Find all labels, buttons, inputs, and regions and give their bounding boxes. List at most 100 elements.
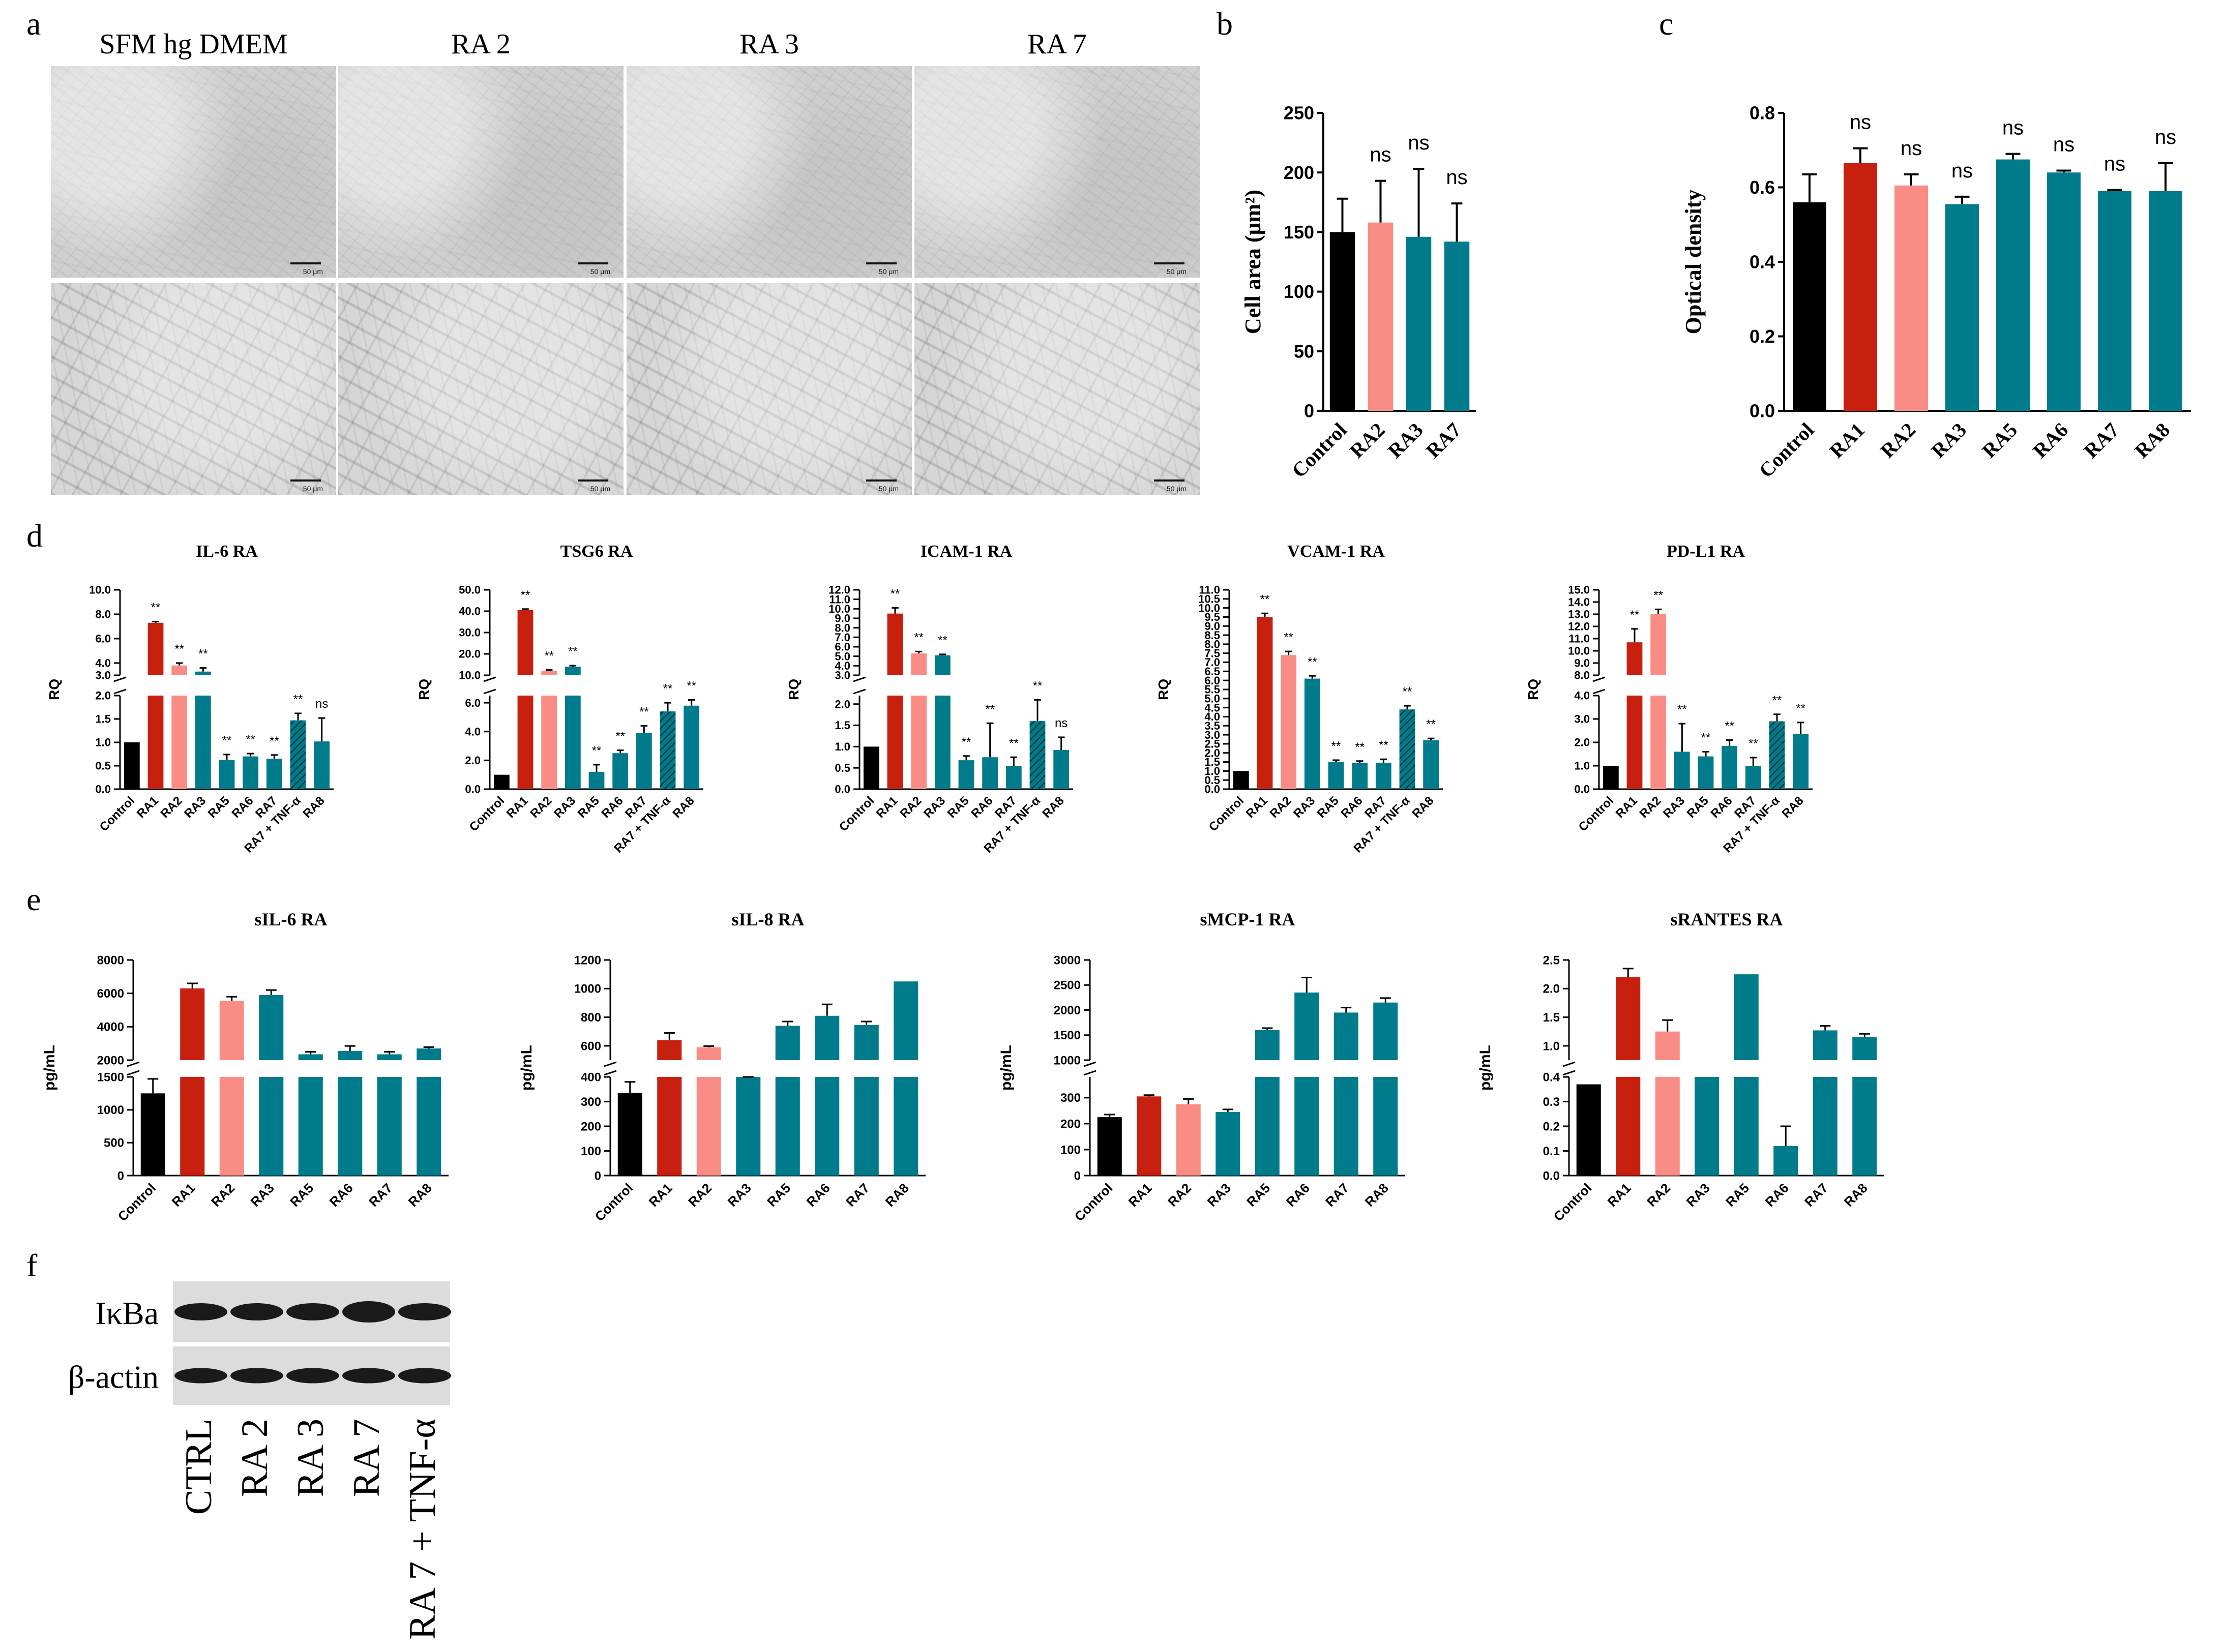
y-tick-label: 20.0 xyxy=(459,648,481,660)
bar xyxy=(1352,763,1368,789)
bar xyxy=(887,613,903,789)
x-tick-label: RA7 xyxy=(1801,1180,1831,1210)
bar xyxy=(1576,1084,1601,1176)
bar xyxy=(815,1015,840,1176)
bar xyxy=(1423,740,1439,789)
bar-break-gap xyxy=(910,675,928,696)
x-tick-label: RA2 xyxy=(1267,794,1294,821)
bar-break-gap xyxy=(1615,1060,1642,1077)
significance-label: ns xyxy=(1408,132,1429,154)
bar xyxy=(219,760,235,789)
bar-break-gap xyxy=(1625,675,1644,696)
y-tick-label: 1.0 xyxy=(1543,1039,1560,1053)
bar xyxy=(1793,734,1809,789)
x-tick-label: RA3 xyxy=(182,794,209,821)
bar xyxy=(1373,1002,1398,1176)
bar xyxy=(493,774,510,789)
bar xyxy=(894,981,918,1176)
significance-label: ** xyxy=(1748,737,1758,750)
y-tick-label: 0.0 xyxy=(835,783,850,796)
y-tick-label: 0.4 xyxy=(1750,252,1775,273)
x-tick-label: RA3 xyxy=(551,794,578,821)
x-tick-label: Control xyxy=(1551,1180,1595,1224)
x-tick-label: RA6 xyxy=(1708,794,1735,821)
x-tick-label: RA8 xyxy=(300,794,327,821)
significance-label: ** xyxy=(568,645,578,658)
blot-lane-label: CTRL xyxy=(178,1419,220,1515)
chart-e1: 0 500 1000 1500 2000 4000 6000 8000 Control RA1 RA… xyxy=(41,909,449,1224)
x-tick-label: RA8 xyxy=(1040,794,1066,821)
significance-label: ** xyxy=(687,679,696,693)
y-tick-label: 3.0 xyxy=(835,669,850,682)
bar-break-gap xyxy=(656,1060,683,1077)
y-tick-label: 9.5 xyxy=(1204,611,1220,623)
chart-d4: 0.00.51.01.52.02.53.03.54.04.55.05.56.06… xyxy=(1155,542,1443,856)
bar xyxy=(1281,655,1297,789)
x-tick-label: Control xyxy=(97,794,137,834)
x-tick-label: RA6 xyxy=(599,794,626,821)
y-tick-label: 2.5 xyxy=(1204,738,1220,750)
x-tick-label: Control xyxy=(592,1180,636,1224)
chart-e2: 0 100 200 300 400 600 800 1000 1200 Control RA1 RA2… xyxy=(518,909,926,1224)
y-tick-label: 10.5 xyxy=(1198,593,1220,606)
micrograph-image: 50 μm xyxy=(626,65,913,279)
bar xyxy=(1406,236,1432,411)
bar-break-gap xyxy=(774,1060,801,1077)
bar-break-gap xyxy=(416,1060,442,1077)
y-tick-label: 6000 xyxy=(97,987,124,1001)
x-tick-label: RA5 xyxy=(1315,794,1342,821)
bar xyxy=(1005,766,1022,789)
y-tick-label: 0.0 xyxy=(1204,783,1220,796)
x-tick-label: RA2 xyxy=(1637,794,1664,821)
y-axis-label: pg/mL xyxy=(1477,1045,1494,1091)
significance-label: ** xyxy=(293,693,303,706)
bar xyxy=(1233,771,1249,789)
x-tick-label: RA6 xyxy=(229,794,256,821)
bar-break-gap xyxy=(376,1060,403,1077)
y-tick-label: 3.0 xyxy=(1574,713,1590,726)
y-tick-label: 0.5 xyxy=(835,762,850,774)
bar-break-gap xyxy=(337,1060,364,1077)
x-tick-label: RA8 xyxy=(670,794,697,821)
scale-bar xyxy=(1154,262,1184,264)
x-tick-label: RA1 xyxy=(1825,418,1869,463)
bar xyxy=(1603,766,1619,789)
y-tick-label: 40.0 xyxy=(459,605,481,618)
significance-label: ** xyxy=(962,735,971,749)
y-tick-label: 11.0 xyxy=(1568,633,1590,645)
significance-label: ** xyxy=(1379,738,1388,752)
bar-break-gap xyxy=(1851,1060,1878,1077)
y-tick-label: 0.3 xyxy=(1543,1095,1560,1109)
scale-bar xyxy=(290,479,321,482)
scale-bar-label: 50 μm xyxy=(878,267,899,276)
y-tick-label: 3.0 xyxy=(95,669,111,682)
y-tick-label: 0 xyxy=(595,1169,601,1183)
bar-break-gap xyxy=(1654,1060,1681,1077)
y-tick-label: 6.0 xyxy=(95,633,111,645)
bar xyxy=(684,705,700,789)
x-tick-label: Control xyxy=(467,794,507,834)
significance-label: ** xyxy=(938,634,947,647)
x-tick-label: RA3 xyxy=(725,1180,754,1210)
bar xyxy=(958,760,974,789)
significance-label: ** xyxy=(1009,736,1019,750)
x-tick-label: RA6 xyxy=(327,1180,356,1210)
x-tick-label: RA5 xyxy=(1684,794,1711,821)
significance-label: ** xyxy=(270,734,279,748)
x-tick-label: RA2 xyxy=(158,794,185,821)
panel-label-a: a xyxy=(26,6,41,42)
y-tick-label: 400 xyxy=(581,1070,601,1084)
blot-lane-label: RA 7 xyxy=(346,1419,388,1497)
panel-label-b: b xyxy=(1217,6,1233,42)
bar-break-gap xyxy=(1812,1060,1839,1077)
significance-label: ** xyxy=(1355,740,1365,754)
x-tick-label: RA3 xyxy=(1661,794,1687,821)
y-tick-label: 0.8 xyxy=(1750,103,1775,124)
y-axis-label: RQ xyxy=(1155,679,1171,700)
x-tick-label: RA7 xyxy=(1421,418,1466,463)
scale-bar xyxy=(578,479,608,482)
y-tick-label: 600 xyxy=(581,1039,601,1053)
chart-title: sIL-6 RA xyxy=(254,909,327,929)
y-tick-label: 0 xyxy=(1074,1169,1081,1183)
y-tick-label: 4.0 xyxy=(1574,689,1590,702)
